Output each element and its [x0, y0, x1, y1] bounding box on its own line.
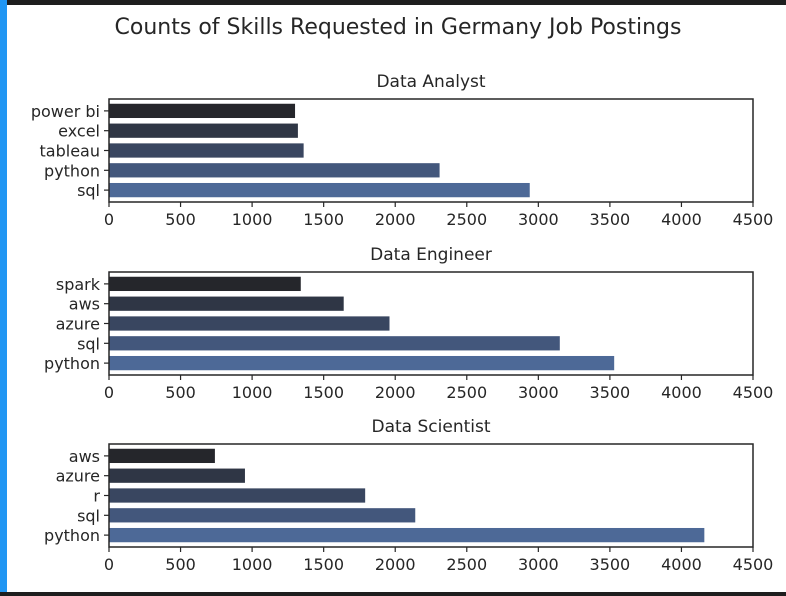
y-tick-label: sql: [77, 334, 100, 353]
x-tick-label: 0: [104, 555, 114, 574]
bar-excel: [109, 123, 298, 138]
x-tick-label: 4000: [661, 555, 702, 574]
subplot-title: Data Analyst: [376, 72, 485, 92]
x-tick-label: 2000: [375, 383, 416, 402]
x-tick-label: 4000: [661, 210, 702, 229]
x-tick-label: 2500: [446, 555, 487, 574]
y-tick-label: spark: [56, 275, 101, 294]
bar-aws: [109, 448, 215, 464]
bar-r: [109, 488, 366, 503]
x-tick-label: 1000: [232, 210, 273, 229]
bar-aws: [109, 296, 344, 311]
bar-azure: [109, 316, 390, 331]
x-tick-label: 1500: [303, 383, 344, 402]
x-tick-label: 1500: [303, 210, 344, 229]
bar-sql: [109, 182, 530, 198]
axes-frame: [108, 98, 754, 203]
x-tick-label: 2000: [375, 210, 416, 229]
x-tick-label: 4500: [733, 383, 774, 402]
window-left-accent: [0, 0, 7, 596]
axes-frame: [108, 271, 754, 376]
bar-python: [109, 527, 705, 543]
x-tick-label: 1000: [232, 555, 273, 574]
bar-azure: [109, 468, 245, 483]
subplot-title: Data Scientist: [372, 417, 491, 437]
x-tick-label: 3500: [590, 555, 631, 574]
bar-tableau: [109, 143, 304, 158]
bar-python: [109, 163, 440, 178]
y-tick-label: python: [44, 526, 100, 545]
y-tick-label: power bi: [31, 102, 100, 121]
subplot-data-analyst: Data Analyst power biexceltableaupythonsq…: [31, 72, 774, 229]
y-tick-label: sql: [77, 181, 100, 200]
y-tick-label: azure: [56, 315, 100, 334]
x-tick-label: 3000: [518, 555, 559, 574]
x-tick-label: 3000: [518, 210, 559, 229]
x-tick-label: 3500: [590, 383, 631, 402]
x-tick-label: 4500: [733, 555, 774, 574]
x-tick-label: 3500: [590, 210, 631, 229]
y-tick-label: python: [44, 354, 100, 373]
window-top-edge: [0, 0, 786, 5]
bar-sql: [109, 336, 560, 351]
bar-sql: [109, 508, 416, 523]
y-tick-label: sql: [77, 506, 100, 525]
x-tick-label: 2000: [375, 555, 416, 574]
x-tick-label: 500: [165, 210, 196, 229]
figure-title: Counts of Skills Requested in Germany Jo…: [115, 15, 682, 40]
x-tick-label: 0: [104, 383, 114, 402]
x-tick-label: 2500: [446, 210, 487, 229]
x-tick-label: 3000: [518, 383, 559, 402]
bar-spark: [109, 276, 301, 292]
x-tick-label: 1500: [303, 555, 344, 574]
y-tick-label: excel: [58, 122, 100, 141]
y-tick-label: aws: [69, 447, 100, 466]
bar-power-bi: [109, 103, 296, 119]
bar-python: [109, 355, 615, 371]
y-tick-label: azure: [56, 467, 100, 486]
x-tick-label: 2500: [446, 383, 487, 402]
y-tick-label: python: [44, 161, 100, 180]
window-bottom-edge: [0, 592, 786, 596]
axes-frame: [108, 443, 754, 548]
x-tick-label: 0: [104, 210, 114, 229]
x-tick-label: 500: [165, 383, 196, 402]
y-tick-label: tableau: [40, 142, 100, 161]
subplot-title: Data Engineer: [370, 245, 492, 265]
x-tick-label: 4000: [661, 383, 702, 402]
x-tick-label: 500: [165, 555, 196, 574]
x-tick-label: 1000: [232, 383, 273, 402]
x-tick-label: 4500: [733, 210, 774, 229]
y-tick-label: r: [93, 487, 100, 506]
y-tick-label: aws: [69, 295, 100, 314]
